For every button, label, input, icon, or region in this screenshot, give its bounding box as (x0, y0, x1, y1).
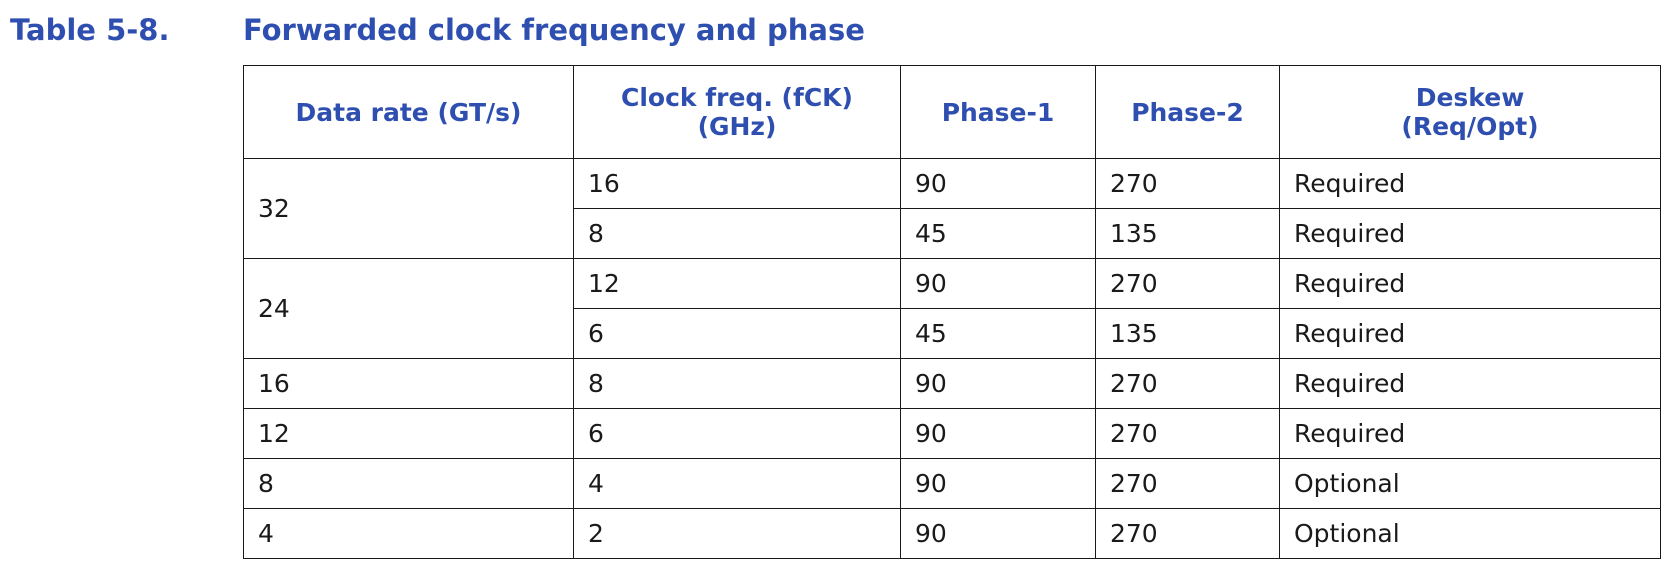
cell-phase-1: 45 (900, 308, 1096, 359)
cell-phase-2: 270 (1095, 458, 1280, 509)
cell-deskew: Required (1279, 208, 1661, 259)
table-row: 32 16 90 270 Required (243, 158, 1661, 259)
table-row: 8 4 90 270 Optional (243, 458, 1661, 509)
cell-phase-2: 270 (1095, 158, 1280, 209)
cell-phase-1: 90 (900, 408, 1096, 459)
cell-deskew: Required (1279, 358, 1661, 409)
cell-clock-freq: 8 (573, 358, 901, 409)
clock-frequency-table: Data rate (GT/s) Clock freq. (fCK) (GHz)… (243, 65, 1661, 559)
cell-phase-2: 270 (1095, 358, 1280, 409)
table-row: 12 6 90 270 Required (243, 408, 1661, 459)
header-deskew: Deskew (Req/Opt) (1279, 65, 1661, 159)
cell-deskew: Optional (1279, 508, 1661, 559)
header-phase-2: Phase-2 (1095, 65, 1280, 159)
header-phase-1: Phase-1 (900, 65, 1096, 159)
header-phase-1-label: Phase-1 (941, 97, 1055, 127)
table-header-row: Data rate (GT/s) Clock freq. (fCK) (GHz)… (243, 65, 1661, 159)
cell-data-rate: 4 (243, 508, 574, 559)
header-deskew-line1: Deskew (1415, 83, 1525, 112)
table-row: 8 45 135 Required (244, 208, 1661, 259)
header-data-rate-label: Data rate (GT/s) (295, 97, 522, 127)
table-row: 16 8 90 270 Required (243, 358, 1661, 409)
cell-deskew: Optional (1279, 458, 1661, 509)
cell-phase-2: 270 (1095, 258, 1280, 309)
cell-phase-1: 90 (900, 458, 1096, 509)
cell-clock-freq: 6 (573, 408, 901, 459)
cell-phase-2: 270 (1095, 408, 1280, 459)
cell-phase-1: 90 (900, 358, 1096, 409)
cell-phase-1: 45 (900, 208, 1096, 259)
cell-clock-freq: 4 (573, 458, 901, 509)
cell-clock-freq: 2 (573, 508, 901, 559)
cell-deskew: Required (1279, 258, 1661, 309)
cell-clock-freq: 8 (573, 208, 901, 259)
cell-clock-freq: 6 (573, 308, 901, 359)
cell-data-rate: 12 (243, 408, 574, 459)
cell-phase-1: 90 (900, 508, 1096, 559)
cell-phase-2: 135 (1095, 308, 1280, 359)
cell-phase-2: 270 (1095, 508, 1280, 559)
cell-clock-freq: 12 (573, 258, 901, 309)
cell-clock-freq: 16 (573, 158, 901, 209)
header-clock-freq-line1: Clock freq. (fCK) (621, 83, 853, 112)
cell-phase-1: 90 (900, 158, 1096, 209)
cell-data-rate: 16 (243, 358, 574, 409)
cell-data-rate: 24 (243, 258, 574, 359)
table-number: Table 5-8. (10, 13, 170, 47)
cell-phase-2: 135 (1095, 208, 1280, 259)
cell-phase-1: 90 (900, 258, 1096, 309)
table-caption: Table 5-8. Forwarded clock frequency and… (0, 10, 900, 50)
header-clock-freq: Clock freq. (fCK) (GHz) (573, 65, 901, 159)
cell-deskew: Required (1279, 158, 1661, 209)
table-row: 24 12 90 270 Required (243, 258, 1661, 359)
header-phase-2-label: Phase-2 (1131, 97, 1244, 127)
cell-data-rate: 8 (243, 458, 574, 509)
table-title: Forwarded clock frequency and phase (243, 13, 865, 47)
cell-deskew: Required (1279, 308, 1661, 359)
header-clock-freq-line2: (GHz) (697, 112, 777, 141)
header-data-rate: Data rate (GT/s) (243, 65, 574, 159)
header-deskew-line2: (Req/Opt) (1401, 112, 1539, 141)
cell-deskew: Required (1279, 408, 1661, 459)
cell-data-rate: 32 (243, 158, 574, 259)
table-row: 4 2 90 270 Optional (243, 508, 1661, 559)
